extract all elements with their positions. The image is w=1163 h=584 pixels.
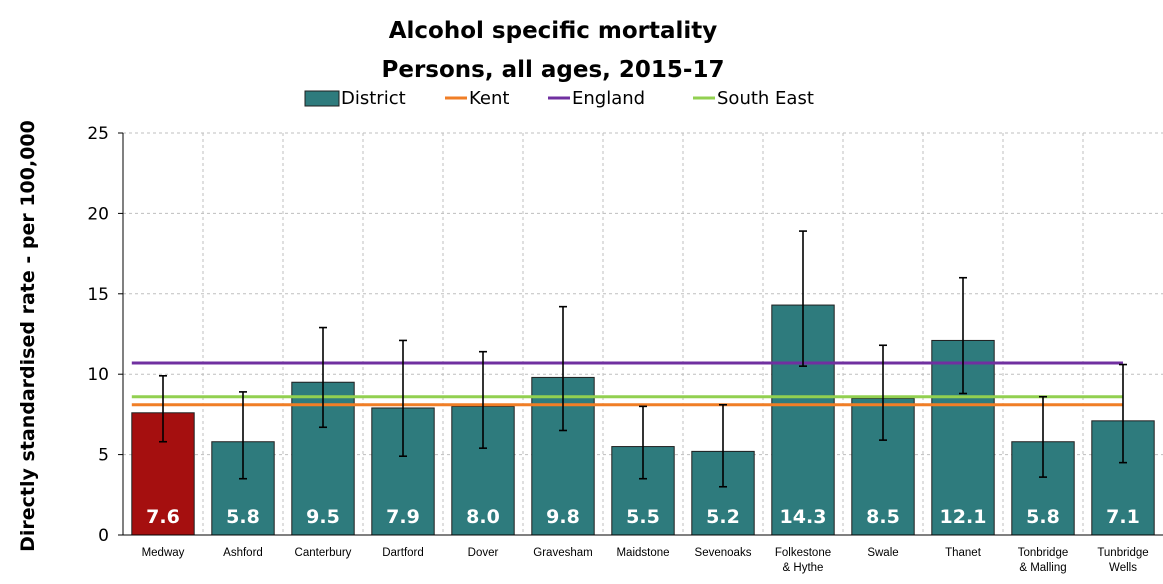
chart-title: Alcohol specific mortality [389, 18, 718, 44]
x-tick-label-swale: Swale [867, 547, 898, 559]
x-tick-line: Tonbridge [1018, 547, 1069, 559]
x-tick-label-tunbridge-wells: Tunbridge Wells [1097, 547, 1148, 574]
legend-label-district: District [341, 88, 406, 109]
error-bars [159, 230, 1127, 488]
legend-label-kent: Kent [469, 88, 509, 109]
data-label-tunbridge-wells: 7.1 [1106, 506, 1140, 528]
x-tick-label-tonbridge-malling: Tonbridge & Malling [1018, 547, 1069, 574]
x-axis-ticks: Medway Ashford Canterbury Dartford Dover Grav… [142, 547, 1149, 574]
x-tick-label-dover: Dover [468, 547, 499, 559]
y-tick-label: 0 [98, 526, 109, 546]
y-tick-label: 20 [87, 204, 109, 224]
data-label-canterbury: 9.5 [306, 506, 340, 528]
data-label-medway: 7.6 [146, 506, 180, 528]
x-tick-line: Folkestone [775, 547, 831, 559]
x-tick-line: Gravesham [533, 547, 592, 559]
data-label-dover: 8.0 [466, 506, 500, 528]
x-tick-label-medway: Medway [142, 547, 185, 559]
x-tick-line: Dover [468, 547, 499, 559]
x-tick-line: & Malling [1019, 562, 1066, 574]
data-label-maidstone: 5.5 [626, 506, 660, 528]
y-tick-label: 15 [87, 285, 109, 305]
x-tick-line: Dartford [382, 547, 424, 559]
data-labels: 7.6 5.8 9.5 7.9 8.0 9.8 5.5 5.2 14.3 8.5 12.1 5.8 7.… [146, 506, 1140, 528]
data-label-tonbridge-malling: 5.8 [1026, 506, 1060, 528]
y-tick-label: 25 [87, 124, 109, 144]
x-tick-line: Sevenoaks [695, 547, 752, 559]
x-tick-label-canterbury: Canterbury [295, 547, 352, 559]
legend: District Kent England South East [304, 88, 814, 109]
data-label-folkestone-hythe: 14.3 [780, 506, 827, 528]
x-tick-line: Wells [1109, 562, 1137, 574]
y-axis-label: Directly standardised rate - per 100,000 [17, 120, 39, 552]
x-tick-line: Thanet [945, 547, 982, 559]
x-tick-line: Medway [142, 547, 185, 559]
x-tick-line: Maidstone [616, 547, 669, 559]
x-tick-label-thanet: Thanet [945, 547, 982, 559]
x-tick-label-maidstone: Maidstone [616, 547, 669, 559]
data-label-swale: 8.5 [866, 506, 900, 528]
legend-label-england: England [572, 88, 645, 109]
x-tick-label-sevenoaks: Sevenoaks [695, 547, 752, 559]
x-tick-line: Ashford [223, 547, 263, 559]
data-label-dartford: 7.9 [386, 506, 420, 528]
x-tick-line: Canterbury [295, 547, 352, 559]
data-label-gravesham: 9.8 [546, 506, 580, 528]
data-label-thanet: 12.1 [940, 506, 987, 528]
x-tick-label-dartford: Dartford [382, 547, 424, 559]
y-axis-ticks: 0 5 10 15 20 25 [87, 124, 123, 546]
data-label-ashford: 5.8 [226, 506, 260, 528]
y-tick-label: 5 [98, 446, 109, 466]
reference-lines [131, 361, 1123, 407]
x-tick-label-ashford: Ashford [223, 547, 263, 559]
x-tick-label-folkestone-hythe: Folkestone & Hythe [775, 547, 831, 574]
legend-swatch-district [304, 90, 340, 107]
data-label-sevenoaks: 5.2 [706, 506, 740, 528]
y-tick-label: 10 [87, 365, 109, 385]
x-tick-line: Tunbridge [1097, 547, 1148, 559]
x-tick-label-gravesham: Gravesham [533, 547, 592, 559]
x-tick-line: Swale [867, 547, 898, 559]
legend-label-south-east: South East [717, 88, 814, 109]
chart-subtitle: Persons, all ages, 2015-17 [382, 57, 725, 83]
x-tick-line: & Hythe [783, 562, 824, 574]
